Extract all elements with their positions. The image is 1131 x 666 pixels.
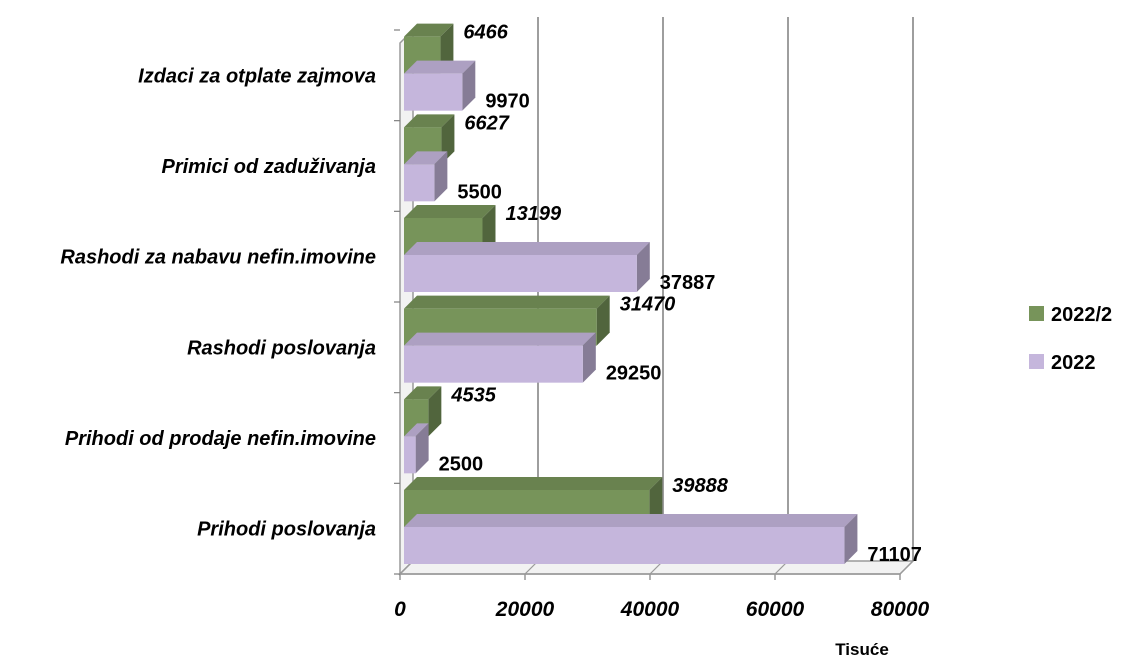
x-tick-label: 60000 bbox=[746, 598, 805, 621]
data-label: 5500 bbox=[457, 181, 502, 203]
category-label: Rashodi za nabavu nefin.imovine bbox=[60, 247, 376, 269]
bar-2022 bbox=[404, 60, 476, 111]
bar-front-face bbox=[404, 73, 463, 111]
labels-group: 0 20000 40000 60000 80000 Prihodi poslovanja 3… bbox=[60, 22, 929, 659]
bar-side-face bbox=[596, 295, 610, 346]
x-tick-label: 20000 bbox=[495, 598, 555, 621]
bar-top-face bbox=[404, 242, 650, 255]
x-tick-label: 80000 bbox=[871, 598, 930, 621]
data-label: 31470 bbox=[620, 294, 676, 316]
bar-top-face bbox=[404, 295, 610, 309]
data-label: 9970 bbox=[485, 91, 530, 113]
category-label: Rashodi poslovanja bbox=[187, 337, 376, 359]
bar-top-face bbox=[404, 114, 455, 128]
bar-side-face bbox=[428, 386, 442, 437]
data-label: 39888 bbox=[672, 475, 728, 497]
bar-top-face bbox=[404, 514, 858, 527]
bar-top-face bbox=[404, 151, 448, 165]
bar-top-face bbox=[404, 205, 496, 218]
bar-front-face bbox=[404, 345, 583, 383]
bar-top-face bbox=[404, 60, 476, 74]
bar-side-face bbox=[462, 60, 476, 111]
bar-front-face bbox=[404, 255, 637, 292]
category-label: Prihodi poslovanja bbox=[197, 519, 376, 541]
x-tick-label: 40000 bbox=[620, 598, 680, 621]
bar-top-face bbox=[404, 386, 442, 400]
bar-side-face bbox=[434, 151, 448, 202]
legend-swatch bbox=[1029, 354, 1044, 369]
bar-front-face bbox=[404, 164, 435, 202]
bar-2022 bbox=[404, 423, 429, 474]
data-label: 6466 bbox=[463, 22, 508, 44]
legend: 2022/2 2022 bbox=[1029, 304, 1112, 374]
bar-front-face bbox=[404, 527, 845, 564]
data-label: 6627 bbox=[464, 112, 509, 134]
bar-2022 bbox=[404, 242, 650, 292]
bars-group bbox=[404, 23, 858, 564]
legend-swatch bbox=[1029, 306, 1044, 321]
bar-side-face bbox=[415, 423, 429, 474]
x-axis-title: Tisuće bbox=[835, 640, 889, 659]
data-label: 13199 bbox=[505, 203, 561, 225]
x-tick-label: 0 bbox=[394, 598, 406, 621]
category-label: Prihodi od prodaje nefin.imovine bbox=[65, 428, 376, 450]
bar-2022 bbox=[404, 332, 596, 383]
bar-front-face bbox=[404, 436, 416, 474]
bar-side-face bbox=[844, 514, 858, 564]
legend-label: 2022 bbox=[1051, 352, 1096, 374]
category-label: Primici od zaduživanja bbox=[161, 156, 376, 178]
data-label: 29250 bbox=[606, 363, 662, 385]
legend-label: 2022/2 bbox=[1051, 304, 1112, 326]
data-label: 4535 bbox=[450, 384, 496, 406]
grid-lines bbox=[394, 17, 914, 580]
bar-top-face bbox=[404, 332, 596, 346]
bar-2022 bbox=[404, 151, 448, 202]
floor-tick bbox=[899, 560, 914, 575]
bar-side-face bbox=[636, 242, 650, 292]
data-label: 2500 bbox=[439, 453, 484, 475]
bar-2022 bbox=[404, 514, 858, 564]
bar-top-face bbox=[404, 23, 454, 37]
bar-side-face bbox=[582, 332, 596, 383]
category-label: Izdaci za otplate zajmova bbox=[138, 65, 376, 87]
data-label: 71107 bbox=[867, 544, 922, 566]
data-label: 37887 bbox=[660, 272, 716, 294]
bar-top-face bbox=[404, 423, 429, 437]
bar-top-face bbox=[404, 477, 663, 490]
